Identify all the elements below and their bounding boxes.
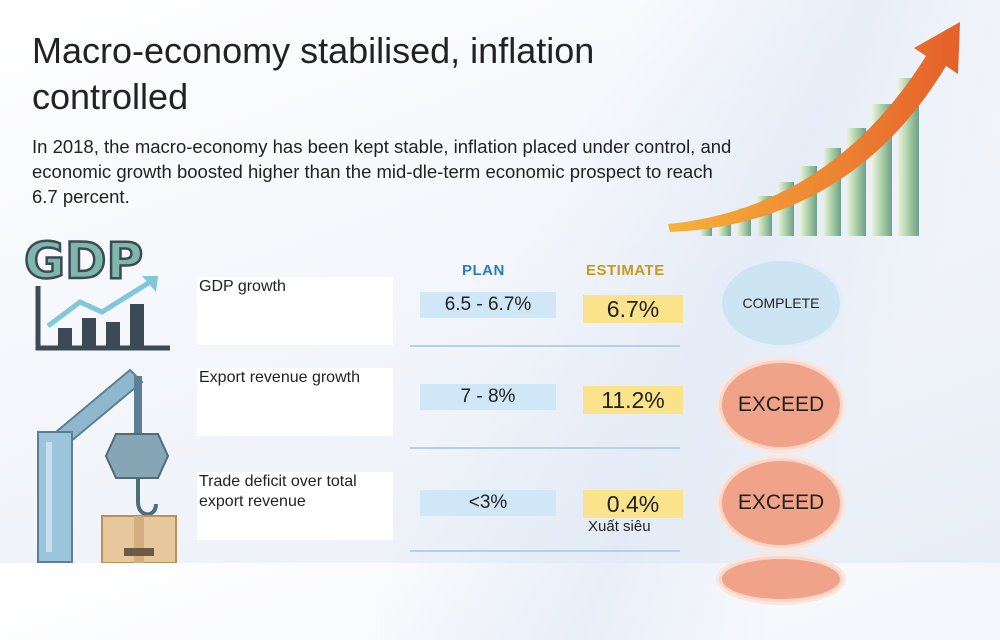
status-badge-text: COMPLETE — [742, 295, 820, 311]
row-label-text: GDP growth — [199, 278, 286, 295]
gdp-chart-icon: GDP — [23, 231, 170, 351]
status-badge-text: EXCEED — [737, 491, 825, 514]
row-label-text: Export revenue growth — [199, 369, 360, 386]
row-label-trade-deficit: Trade deficit over total export revenue — [197, 472, 393, 540]
plan-column-header: PLAN — [462, 262, 505, 279]
plan-value-gdp-growth: 6.5 - 6.7% — [420, 292, 556, 318]
estimate-column-header: ESTIMATE — [586, 262, 665, 279]
row-divider — [410, 447, 680, 449]
row-label-gdp-growth: GDP growth — [197, 277, 393, 345]
status-badge-exceed: EXCEED — [719, 360, 843, 450]
plan-value-trade-deficit: <3% — [420, 490, 556, 516]
plan-value-export-revenue-growth: 7 - 8% — [420, 384, 556, 410]
gdp-logo-text: GDP — [24, 232, 143, 290]
rising-arrow-chart — [668, 22, 960, 236]
trade-surplus-note: Xuất siêu — [588, 518, 651, 535]
status-badge-complete: COMPLETE — [719, 258, 843, 348]
estimate-value-export-revenue-growth: 11.2% — [583, 386, 683, 414]
estimate-value-gdp-growth: 6.7% — [583, 295, 683, 323]
status-badge-exceed: EXCEED — [719, 458, 843, 548]
row-label-text: Trade deficit over total export revenue — [199, 473, 357, 510]
status-badge-text: EXCEED — [737, 393, 825, 416]
row-divider — [410, 345, 680, 347]
estimate-value-trade-deficit: 0.4% — [583, 490, 683, 518]
row-label-export-revenue-growth: Export revenue growth — [197, 368, 393, 436]
intro-paragraph: In 2018, the macro-economy has been kept… — [32, 136, 732, 207]
crane-hook-icon — [37, 368, 170, 563]
page-title: Macro-economy stabilised, inflation cont… — [32, 30, 595, 117]
cardboard-box-icon — [101, 515, 177, 563]
row-divider — [410, 550, 680, 552]
